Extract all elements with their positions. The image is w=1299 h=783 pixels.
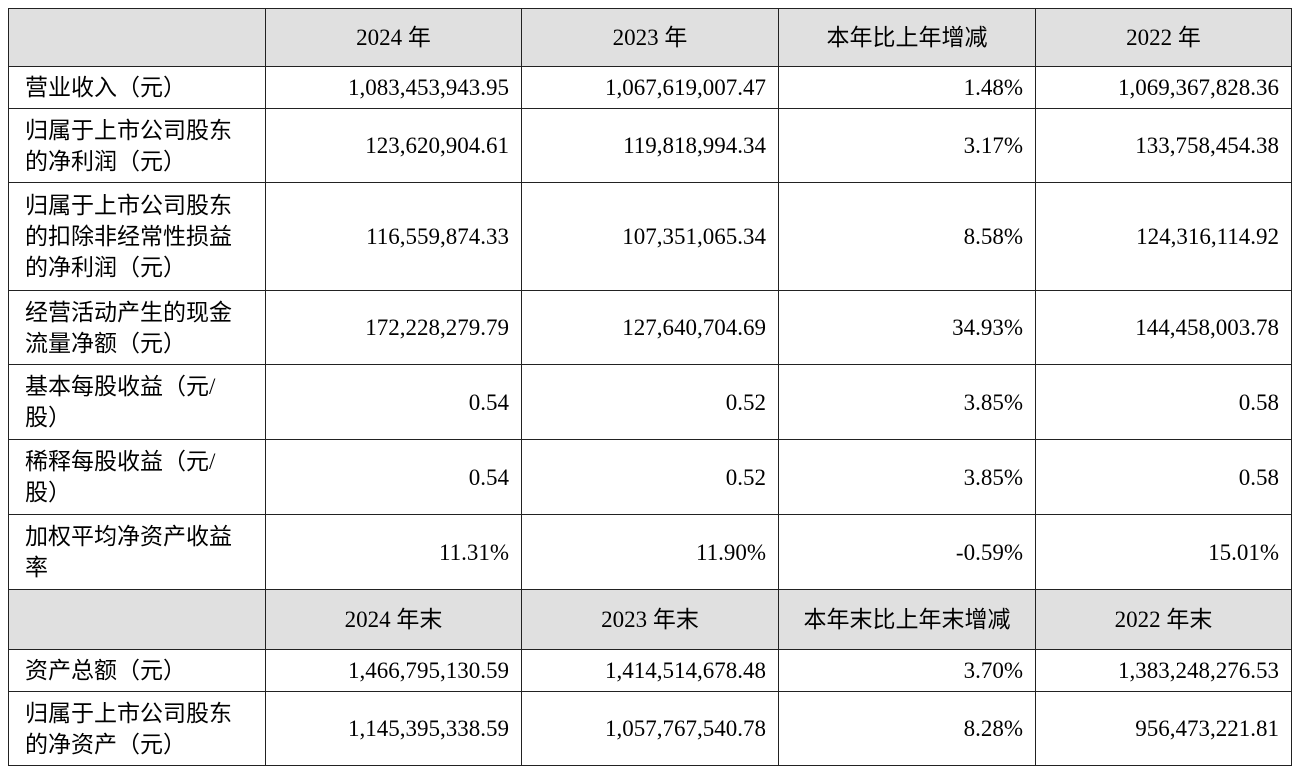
cell-2024: 11.31% [265,514,522,590]
cell-2024: 0.54 [265,364,522,440]
cell-2023-end: 1,414,514,678.48 [521,649,779,692]
cell-change: 3.70% [778,649,1036,692]
cell-2023: 1,067,619,007.47 [521,66,779,109]
header-corner-cell [8,8,266,67]
header-yearend-change: 本年末比上年末增减 [778,589,1036,650]
cell-2023: 0.52 [521,439,779,515]
cell-2023-end: 1,057,767,540.78 [521,691,779,766]
table-row-operating-cash-flow: 经营活动产生的现金 流量净额（元） 172,228,279.79 127,640… [8,290,1292,365]
financial-summary-table: 2024 年 2023 年 本年比上年增减 2022 年 营业收入（元） 1,0… [8,8,1292,766]
cell-2024-end: 1,466,795,130.59 [265,649,522,692]
cell-change: 34.93% [778,290,1036,365]
table-row-basic-eps: 基本每股收益（元/ 股） 0.54 0.52 3.85% 0.58 [8,364,1292,440]
header-yoy-change: 本年比上年增减 [778,8,1036,67]
row-label: 基本每股收益（元/ 股） [8,364,266,440]
cell-2023: 119,818,994.34 [521,108,779,183]
table-row-net-profit: 归属于上市公司股东 的净利润（元） 123,620,904.61 119,818… [8,108,1292,183]
cell-2023: 11.90% [521,514,779,590]
cell-2023: 0.52 [521,364,779,440]
row-label: 归属于上市公司股东 的扣除非经常性损益 的净利润（元） [8,182,266,291]
header-2023: 2023 年 [521,8,779,67]
cell-2024: 1,083,453,943.95 [265,66,522,109]
row-label: 资产总额（元） [8,649,266,692]
cell-2023: 107,351,065.34 [521,182,779,291]
cell-change: 1.48% [778,66,1036,109]
cell-change: -0.59% [778,514,1036,590]
table-row-net-assets: 归属于上市公司股东 的净资产（元） 1,145,395,338.59 1,057… [8,691,1292,766]
header-corner-cell [8,589,266,650]
header-2023-end: 2023 年末 [521,589,779,650]
cell-2022-end: 956,473,221.81 [1035,691,1292,766]
table-row-weighted-roe: 加权平均净资产收益 率 11.31% 11.90% -0.59% 15.01% [8,514,1292,590]
row-label: 归属于上市公司股东 的净利润（元） [8,108,266,183]
table-row-net-profit-deducted: 归属于上市公司股东 的扣除非经常性损益 的净利润（元） 116,559,874.… [8,182,1292,291]
header-2024-end: 2024 年末 [265,589,522,650]
cell-2022: 144,458,003.78 [1035,290,1292,365]
header-2022: 2022 年 [1035,8,1292,67]
cell-change: 8.28% [778,691,1036,766]
header-row-year: 2024 年 2023 年 本年比上年增减 2022 年 [8,8,1292,67]
cell-2022: 1,069,367,828.36 [1035,66,1292,109]
row-label: 归属于上市公司股东 的净资产（元） [8,691,266,766]
row-label: 经营活动产生的现金 流量净额（元） [8,290,266,365]
table-row-revenue: 营业收入（元） 1,083,453,943.95 1,067,619,007.4… [8,66,1292,109]
table-row-diluted-eps: 稀释每股收益（元/ 股） 0.54 0.52 3.85% 0.58 [8,439,1292,515]
cell-2022: 124,316,114.92 [1035,182,1292,291]
row-label: 加权平均净资产收益 率 [8,514,266,590]
cell-2022: 15.01% [1035,514,1292,590]
cell-2024-end: 1,145,395,338.59 [265,691,522,766]
header-2022-end: 2022 年末 [1035,589,1292,650]
header-row-yearend: 2024 年末 2023 年末 本年末比上年末增减 2022 年末 [8,589,1292,650]
cell-2024: 172,228,279.79 [265,290,522,365]
cell-change: 3.17% [778,108,1036,183]
row-label: 营业收入（元） [8,66,266,109]
cell-2022: 0.58 [1035,364,1292,440]
cell-2024: 123,620,904.61 [265,108,522,183]
cell-change: 8.58% [778,182,1036,291]
cell-2022: 133,758,454.38 [1035,108,1292,183]
row-label: 稀释每股收益（元/ 股） [8,439,266,515]
cell-2023: 127,640,704.69 [521,290,779,365]
table-row-total-assets: 资产总额（元） 1,466,795,130.59 1,414,514,678.4… [8,649,1292,692]
cell-2022-end: 1,383,248,276.53 [1035,649,1292,692]
cell-2024: 116,559,874.33 [265,182,522,291]
header-2024: 2024 年 [265,8,522,67]
cell-change: 3.85% [778,364,1036,440]
cell-change: 3.85% [778,439,1036,515]
cell-2024: 0.54 [265,439,522,515]
cell-2022: 0.58 [1035,439,1292,515]
